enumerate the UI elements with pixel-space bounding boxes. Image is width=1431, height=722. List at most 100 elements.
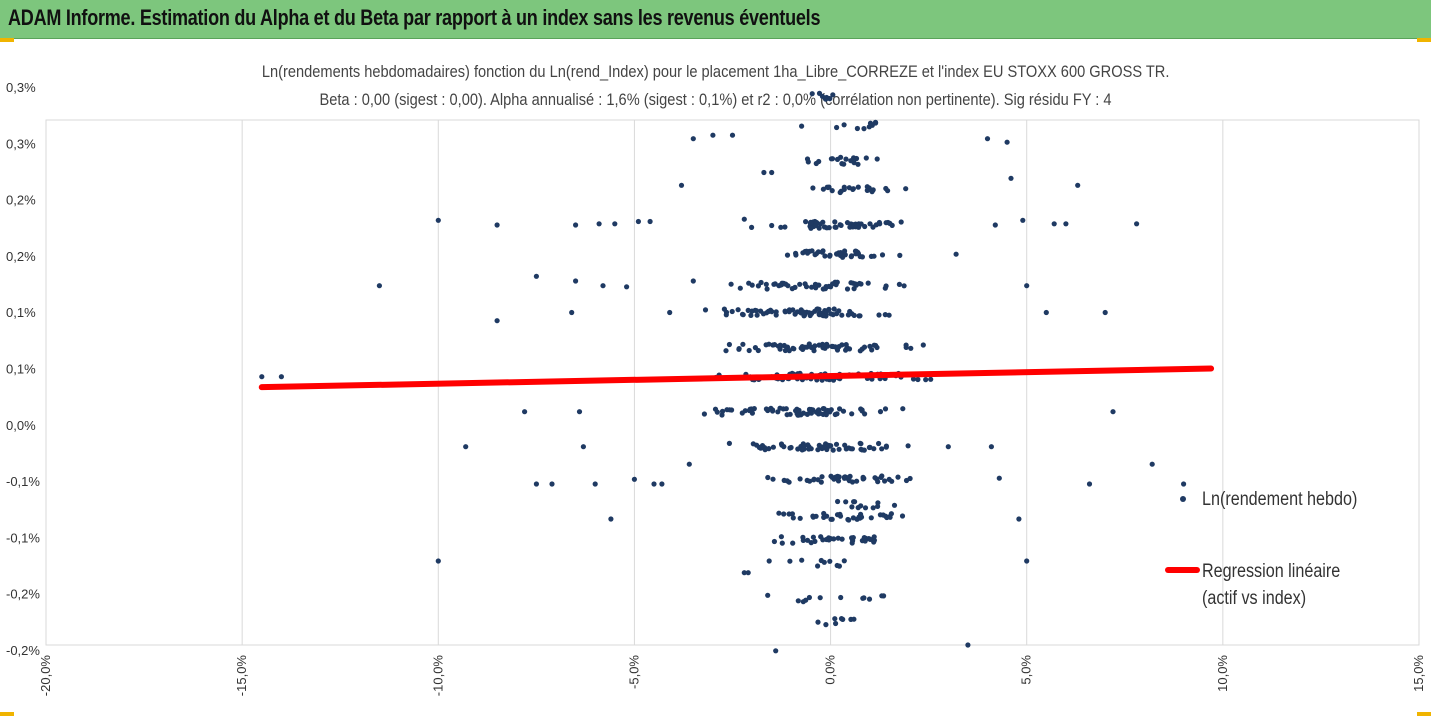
data-point — [832, 616, 838, 622]
data-point — [1051, 221, 1057, 227]
data-point — [889, 478, 895, 484]
data-point — [612, 221, 618, 227]
x-tick-label: -15,0% — [234, 655, 249, 697]
data-point — [816, 306, 822, 312]
data-point — [850, 515, 857, 521]
data-point — [723, 309, 730, 315]
data-point — [846, 185, 852, 191]
data-point — [854, 478, 860, 484]
data-point — [843, 347, 849, 353]
data-point — [822, 253, 828, 259]
data-point — [855, 249, 861, 255]
data-point — [812, 252, 818, 258]
data-point — [596, 221, 602, 227]
data-point — [841, 474, 848, 480]
data-point — [765, 308, 772, 314]
data-point — [781, 477, 787, 483]
data-point — [836, 563, 843, 569]
data-point — [846, 478, 852, 484]
data-point — [765, 592, 771, 598]
data-point — [608, 516, 614, 522]
data-point — [861, 535, 867, 541]
data-point — [435, 558, 441, 564]
data-point — [849, 504, 855, 510]
data-point — [719, 412, 725, 418]
y-tick-label: -0,1% — [6, 530, 40, 545]
data-point — [790, 515, 796, 521]
y-tick-label: -0,2% — [6, 643, 40, 658]
data-point — [895, 474, 901, 480]
data-point — [886, 312, 892, 318]
data-point — [808, 406, 814, 413]
data-point — [747, 406, 753, 412]
data-point — [862, 223, 868, 230]
data-point — [901, 283, 907, 289]
data-point — [773, 309, 779, 315]
data-point — [1043, 309, 1049, 316]
report-banner: ADAM Informe. Estimation du Alpha et du … — [0, 0, 1431, 39]
data-point — [769, 222, 775, 229]
data-point — [795, 446, 801, 452]
data-point — [763, 342, 769, 348]
data-point — [882, 406, 889, 412]
data-point — [1181, 481, 1187, 487]
data-point — [770, 444, 777, 450]
data-point — [844, 286, 851, 292]
data-point — [827, 558, 833, 564]
data-point — [839, 342, 845, 348]
data-point — [533, 481, 540, 487]
data-point — [769, 169, 775, 176]
data-point — [771, 281, 777, 287]
data-point — [837, 406, 843, 412]
data-point — [631, 476, 638, 482]
x-tick-label: 5,0% — [1019, 655, 1034, 685]
data-point — [278, 374, 284, 380]
data-point — [592, 481, 598, 487]
data-point — [788, 444, 794, 451]
data-point — [859, 407, 865, 413]
data-point — [852, 499, 858, 505]
data-point — [824, 513, 830, 519]
data-point — [862, 505, 869, 511]
y-tick-label: -0,1% — [6, 474, 40, 489]
data-point — [816, 407, 822, 413]
data-point — [777, 346, 783, 352]
data-point — [882, 285, 888, 291]
data-point — [837, 222, 843, 228]
data-point — [789, 511, 796, 517]
data-point — [840, 408, 847, 414]
chart-subtitle: Beta : 0,00 (sigest : 0,00). Alpha annua… — [319, 90, 1112, 109]
data-point — [783, 281, 789, 287]
data-point — [784, 252, 791, 258]
data-point — [908, 345, 914, 351]
data-point — [888, 511, 895, 517]
data-point — [736, 346, 742, 352]
data-point — [855, 161, 861, 167]
data-point — [849, 253, 855, 259]
y-tick-label: 0,1% — [6, 362, 36, 377]
data-point — [749, 410, 756, 416]
data-point — [853, 282, 859, 288]
data-point — [887, 220, 893, 226]
data-point — [787, 558, 793, 564]
chart-title: Ln(rendements hebdomadaires) fonction du… — [261, 62, 1170, 81]
data-point — [576, 409, 583, 415]
data-point — [861, 126, 867, 132]
data-point — [905, 443, 911, 449]
data-point — [830, 92, 836, 98]
data-point — [494, 222, 500, 228]
data-point — [880, 512, 886, 518]
data-point — [829, 156, 836, 162]
data-point — [815, 563, 821, 569]
data-point — [826, 537, 832, 543]
data-point — [858, 514, 865, 520]
data-point — [810, 534, 817, 540]
data-point — [801, 312, 808, 318]
data-point — [808, 220, 814, 226]
data-point — [803, 284, 810, 290]
data-point — [807, 478, 813, 484]
data-point — [871, 253, 877, 259]
data-point — [580, 444, 587, 450]
data-point — [847, 224, 853, 230]
data-point — [812, 343, 818, 349]
